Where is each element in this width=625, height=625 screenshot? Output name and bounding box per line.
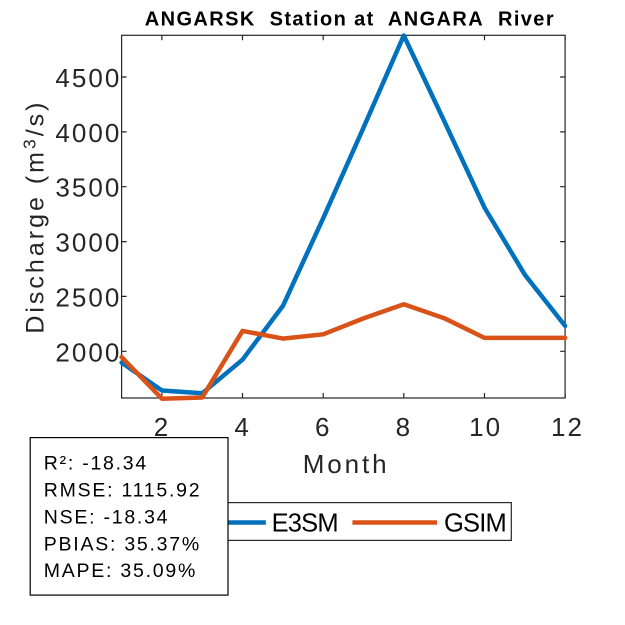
svg-text:2500: 2500 xyxy=(55,282,121,312)
svg-text:RMSE: 1115.92: RMSE: 1115.92 xyxy=(44,480,202,502)
svg-text:6: 6 xyxy=(315,412,332,442)
svg-text:10: 10 xyxy=(469,412,502,442)
svg-text:E3SM: E3SM xyxy=(272,509,338,537)
svg-text:4: 4 xyxy=(234,412,251,442)
svg-text:2: 2 xyxy=(154,412,171,442)
svg-text:ANGARSK Station at ANGARA R: ANGARSK Station at ANGARA River xyxy=(145,8,555,30)
svg-text:3000: 3000 xyxy=(55,228,121,258)
svg-text:PBIAS: 35.37%: PBIAS: 35.37% xyxy=(44,533,201,555)
svg-text:3500: 3500 xyxy=(55,173,121,203)
svg-text:12: 12 xyxy=(551,412,584,442)
svg-text:4500: 4500 xyxy=(55,63,121,93)
svg-text:Month: Month xyxy=(303,449,390,479)
svg-text:8: 8 xyxy=(396,412,413,442)
svg-text:R²: -18.34: R²: -18.34 xyxy=(44,453,148,475)
svg-text:NSE: -18.34: NSE: -18.34 xyxy=(44,506,169,528)
svg-text:GSIM: GSIM xyxy=(444,509,506,537)
svg-text:2000: 2000 xyxy=(55,337,121,367)
svg-text:MAPE: 35.09%: MAPE: 35.09% xyxy=(44,560,197,582)
svg-text:4000: 4000 xyxy=(55,118,121,148)
svg-text:Discharge (m3/s): Discharge (m3/s) xyxy=(20,100,50,334)
